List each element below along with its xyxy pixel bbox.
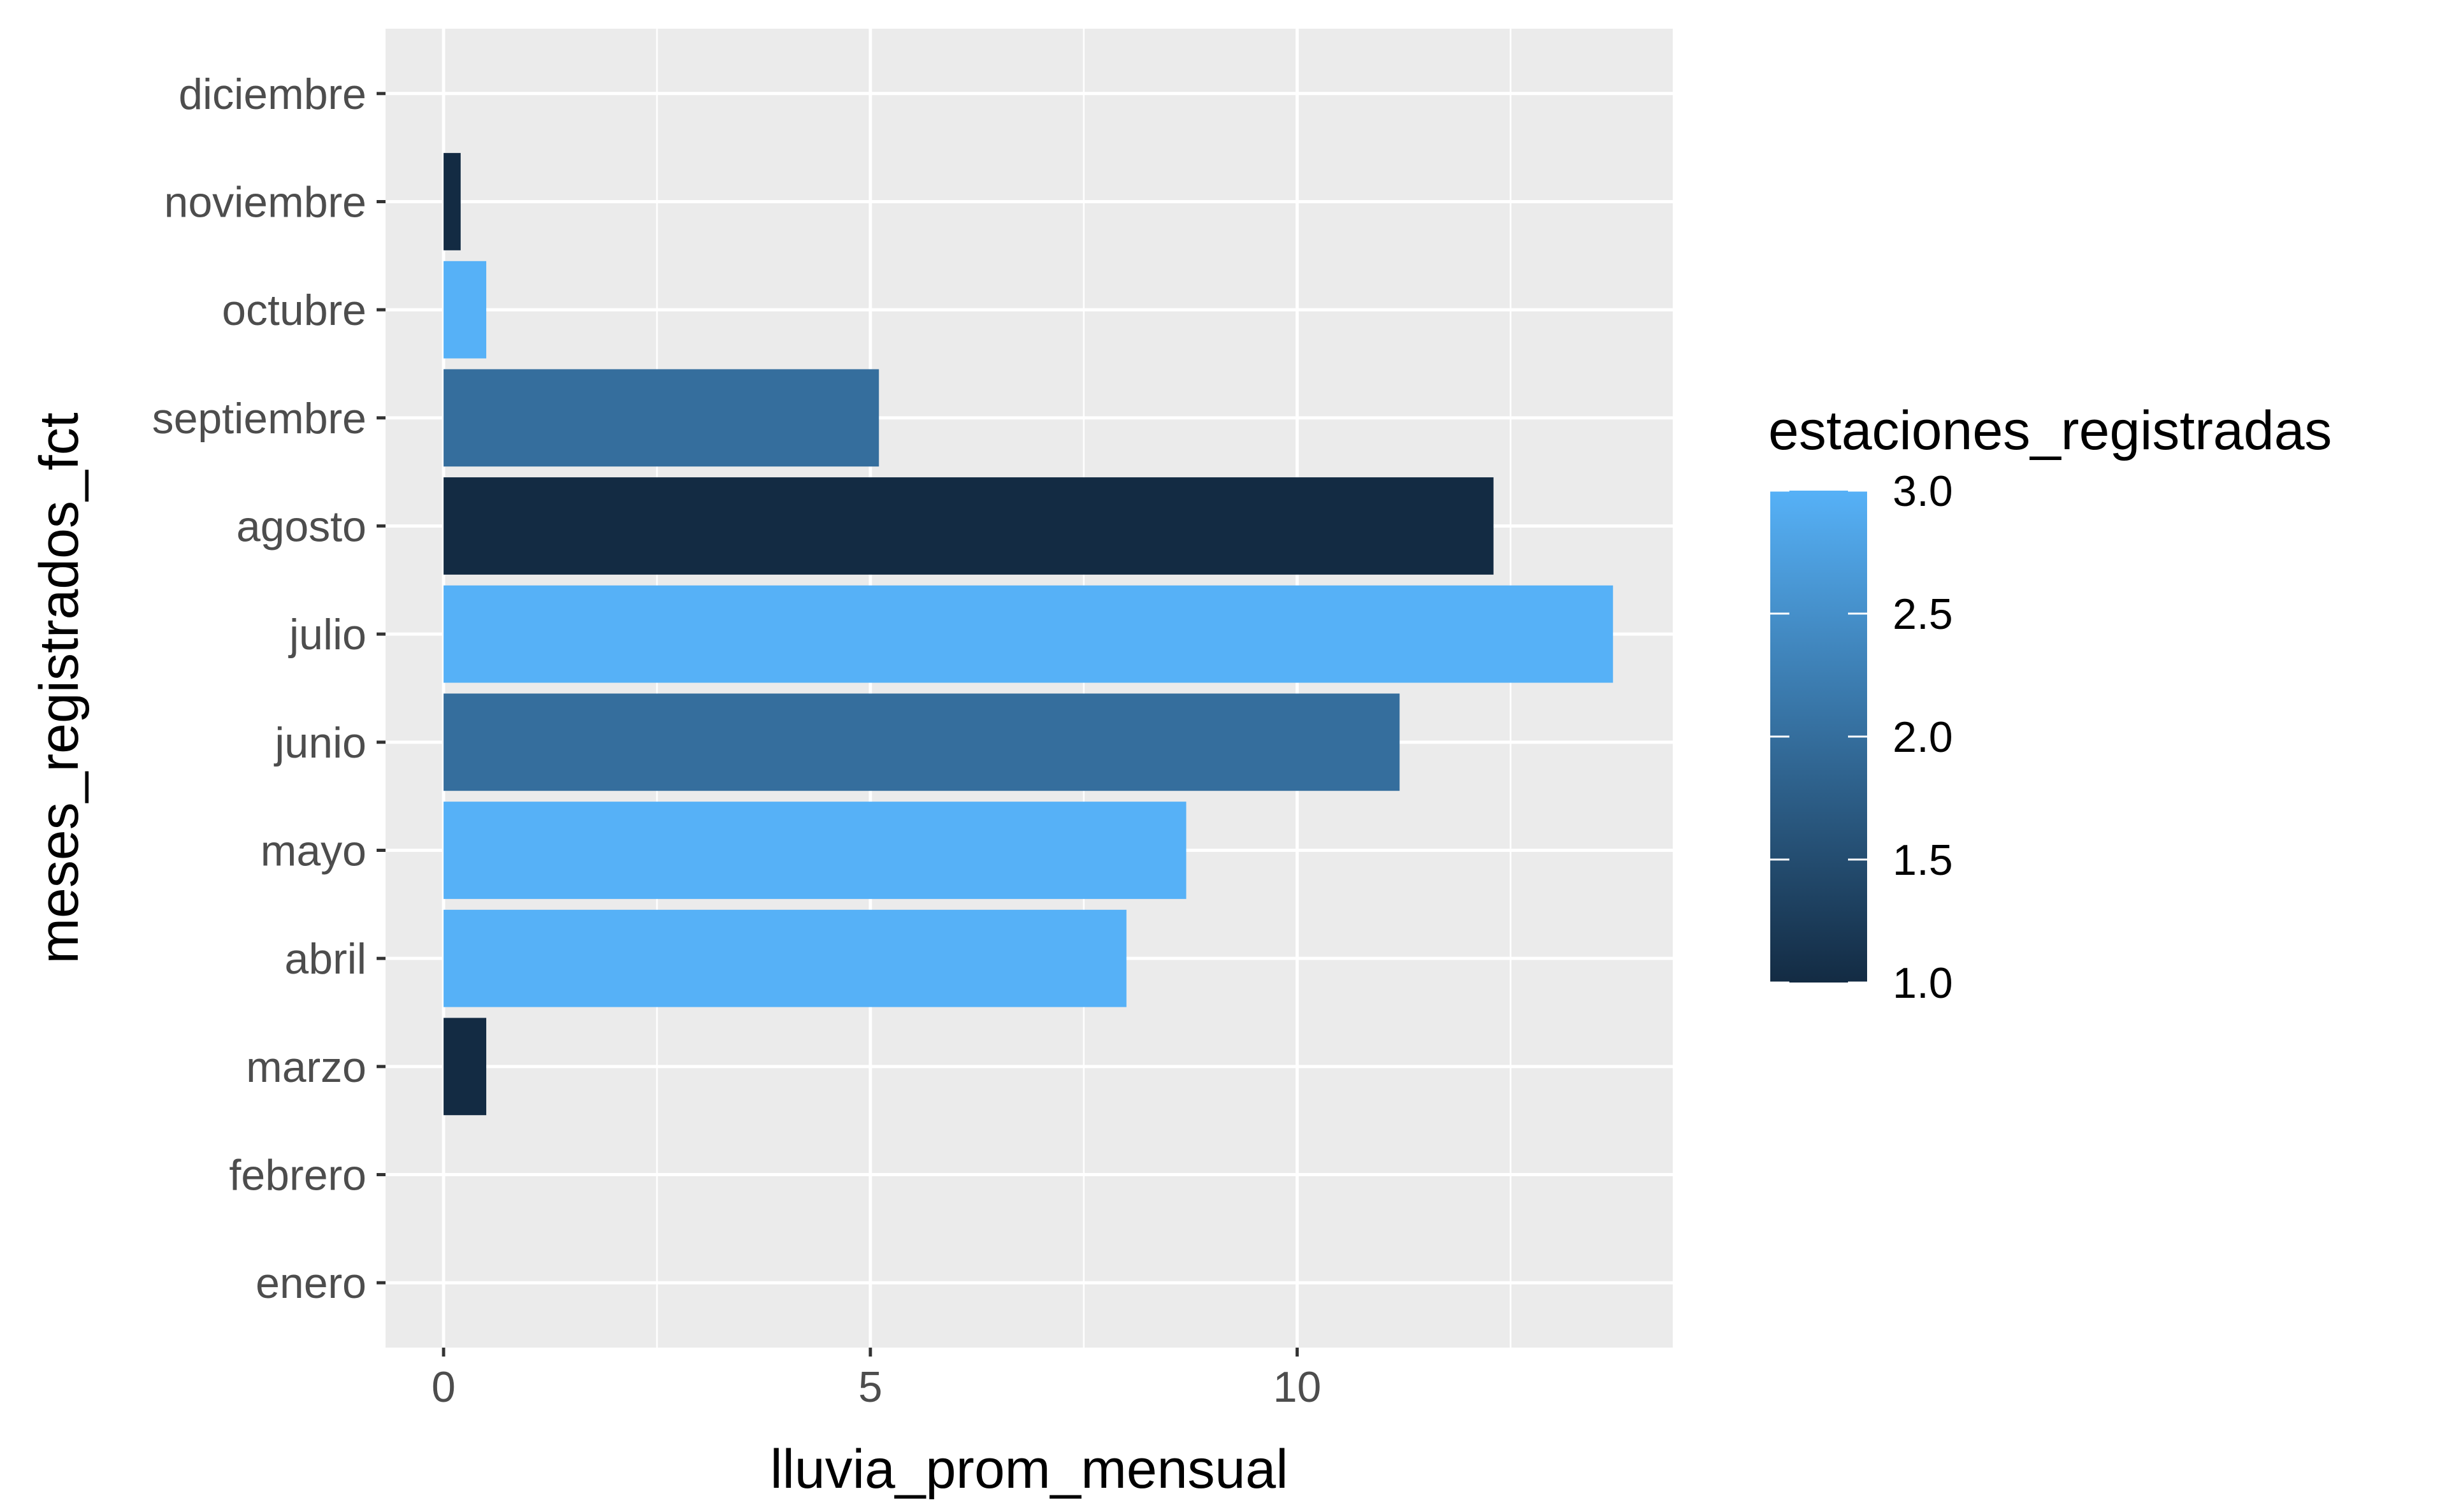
bar-marzo bbox=[444, 1018, 487, 1116]
bar-junio bbox=[444, 693, 1400, 791]
x-tick-label: 10 bbox=[1273, 1363, 1322, 1411]
minor-gridlines bbox=[656, 29, 1512, 1348]
x-tick-label: 0 bbox=[431, 1363, 456, 1411]
y-tick-label: julio bbox=[288, 610, 366, 659]
y-tick-label: enero bbox=[256, 1259, 366, 1307]
y-tick-label: septiembre bbox=[152, 394, 366, 443]
plot-panel bbox=[386, 29, 1673, 1348]
legend-title: estaciones_registradas bbox=[1768, 400, 2332, 461]
y-tick-label: junio bbox=[273, 719, 366, 767]
y-tick-label: agosto bbox=[236, 502, 366, 551]
y-tick-label: mayo bbox=[261, 827, 366, 875]
bar-julio bbox=[444, 585, 1613, 683]
legend-tick-label: 1.5 bbox=[1893, 836, 1953, 884]
y-tick-label: febrero bbox=[229, 1151, 366, 1200]
bar-noviembre bbox=[444, 153, 461, 250]
y-tick-label: abril bbox=[285, 935, 367, 983]
y-tick-label: marzo bbox=[246, 1043, 366, 1091]
legend-tick-label: 2.5 bbox=[1893, 590, 1953, 638]
legend-tick-label: 1.0 bbox=[1893, 959, 1953, 1007]
bar-abril bbox=[444, 909, 1127, 1007]
legend-tick-label: 2.0 bbox=[1893, 713, 1953, 761]
bar-octubre bbox=[444, 261, 487, 359]
legend-ticks: 1.0 1.5 2.0 2.5 3.0 bbox=[1770, 467, 1953, 1007]
y-tick-label: diciembre bbox=[178, 70, 366, 119]
bar-agosto bbox=[444, 477, 1494, 575]
bar-mayo bbox=[444, 802, 1187, 899]
bars bbox=[444, 153, 1613, 1116]
y-axis: enero febrero marzo abril mayo junio julio agos… bbox=[152, 70, 386, 1307]
y-tick-label: octubre bbox=[222, 286, 366, 335]
bar-septiembre bbox=[444, 369, 879, 467]
x-tick-label: 5 bbox=[858, 1363, 883, 1411]
legend-tick-label: 3.0 bbox=[1893, 467, 1953, 515]
x-axis-title: lluvia_prom_mensual bbox=[770, 1439, 1288, 1500]
y-tick-label: noviembre bbox=[164, 178, 367, 226]
legend: estaciones_registradas 1.0 1.5 2.0 2.5 3.0 bbox=[1768, 400, 2332, 1007]
y-axis-title: meses_registrados_fct bbox=[29, 412, 90, 963]
x-axis: 0 5 10 bbox=[431, 1348, 1321, 1411]
